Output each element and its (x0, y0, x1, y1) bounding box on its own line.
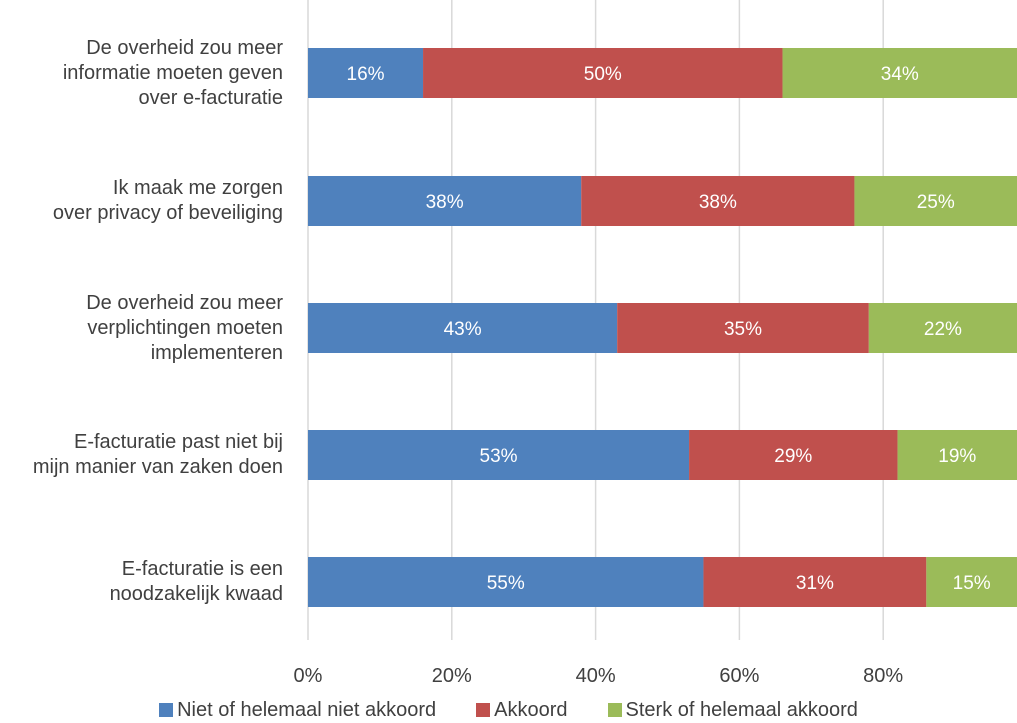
bar-value-label: 22% (924, 319, 962, 340)
bar-value-label: 38% (426, 192, 464, 213)
legend-swatch (608, 703, 622, 717)
category-label-line: informatie moeten geven (0, 61, 283, 86)
category-label: E-facturatie past niet bij mijn manier va… (0, 430, 283, 480)
category-label: De overheid zou meer verplichtingen moete… (0, 291, 283, 366)
category-label: De overheid zou meer informatie moeten ge… (0, 36, 283, 111)
bar-value-label: 53% (480, 446, 518, 467)
x-tick-label: 0% (294, 665, 323, 687)
category-label: Ik maak me zorgen over privacy of beveili… (0, 176, 283, 226)
bar-value-label: 29% (774, 446, 812, 467)
x-tick-label: 40% (576, 665, 616, 687)
legend-label: Sterk of helemaal akkoord (626, 699, 858, 722)
bar-value-label: 38% (699, 192, 737, 213)
legend-label: Niet of helemaal niet akkoord (177, 699, 436, 722)
category-label-line: noodzakelijk kwaad (0, 582, 283, 607)
bar-value-label: 19% (938, 446, 976, 467)
category-label-line: mijn manier van zaken doen (0, 455, 283, 480)
category-label: E-facturatie is een noodzakelijk kwaad (0, 557, 283, 607)
bar-value-label: 43% (444, 319, 482, 340)
category-label-line: E-facturatie is een (0, 557, 283, 582)
legend-item: Akkoord (476, 697, 567, 723)
category-label-line: verplichtingen moeten (0, 316, 283, 341)
bar-value-label: 34% (881, 64, 919, 85)
x-tick-label: 20% (432, 665, 472, 687)
bar-value-label: 15% (953, 573, 991, 594)
bar-value-label: 25% (917, 192, 955, 213)
category-label-line: over privacy of beveiliging (0, 201, 283, 226)
legend-swatch (159, 703, 173, 717)
category-label-line: De overheid zou meer (0, 291, 283, 316)
x-tick-label: 80% (863, 665, 903, 687)
legend-item: Niet of helemaal niet akkoord (159, 697, 436, 723)
legend: Niet of helemaal niet akkoord Akkoord Ster… (0, 697, 1017, 723)
x-tick-label: 60% (719, 665, 759, 687)
legend-item: Sterk of helemaal akkoord (608, 697, 858, 723)
category-label-line: E-facturatie past niet bij (0, 430, 283, 455)
bar-value-label: 35% (724, 319, 762, 340)
legend-label: Akkoord (494, 699, 567, 722)
bar-value-label: 50% (584, 64, 622, 85)
legend-swatch (476, 703, 490, 717)
category-label-line: De overheid zou meer (0, 36, 283, 61)
category-label-line: implementeren (0, 341, 283, 366)
category-label-line: Ik maak me zorgen (0, 176, 283, 201)
category-label-line: over e-facturatie (0, 86, 283, 111)
bar-value-label: 16% (347, 64, 385, 85)
bar-value-label: 55% (487, 573, 525, 594)
bar-value-label: 31% (796, 573, 834, 594)
